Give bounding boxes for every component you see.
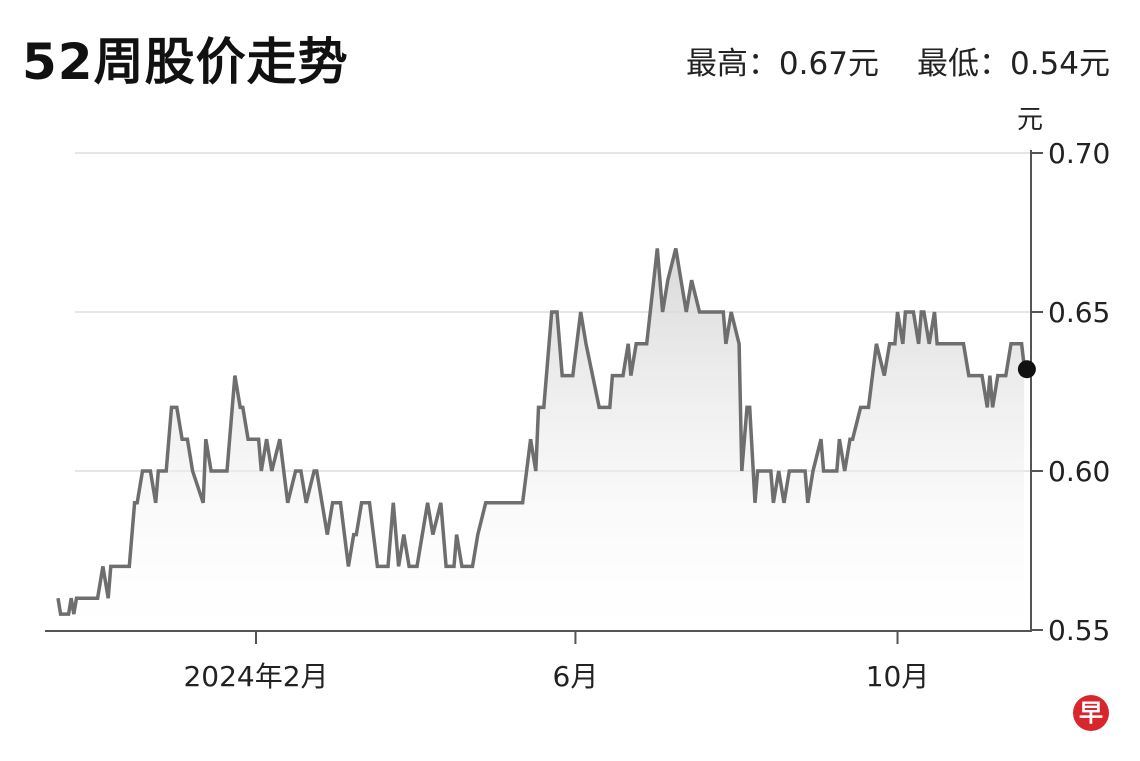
x-tick-label: 6月 (553, 660, 599, 693)
high-price: 最高：0.67元 (685, 46, 879, 82)
y-tick-label: 0.55 (1048, 614, 1110, 647)
price-stats: 最高：0.67元 最低：0.54元 (648, 38, 1110, 83)
last-price-marker (1017, 360, 1036, 379)
chart-title: 52周股价走势 (22, 33, 349, 91)
price-area (58, 248, 1025, 630)
x-tick-label: 2024年2月 (183, 660, 328, 693)
y-tick-label: 0.60 (1048, 455, 1110, 488)
price-line (56, 247, 1026, 616)
y-tick-label: 0.70 (1048, 137, 1110, 170)
low-price: 最低：0.54元 (916, 46, 1110, 82)
y-unit-label: 元 (1017, 105, 1043, 135)
y-tick-label: 0.65 (1048, 296, 1110, 329)
x-tick-label: 10月 (866, 660, 930, 693)
zaobao-logo: 早 (1073, 695, 1109, 731)
